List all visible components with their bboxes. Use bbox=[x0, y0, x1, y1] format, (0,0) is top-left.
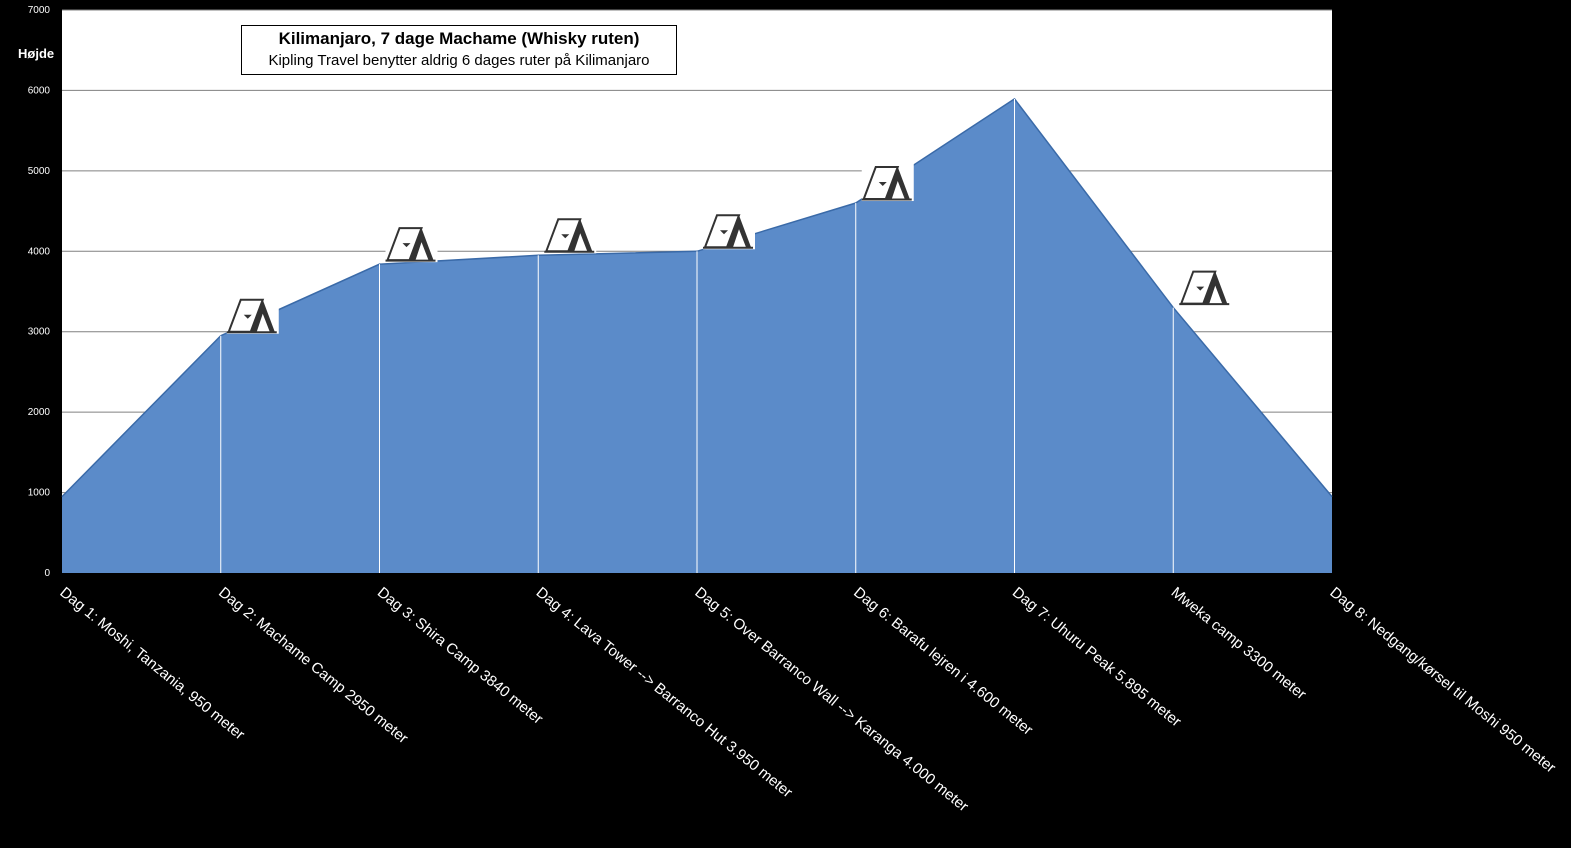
tent-icon bbox=[861, 163, 914, 202]
y-axis-ticks: 0 1000 2000 3000 4000 5000 6000 7000 bbox=[28, 5, 51, 579]
tent-icon bbox=[1179, 267, 1232, 306]
y-tick-label: 7000 bbox=[28, 5, 51, 16]
y-axis-label: Højde bbox=[18, 46, 54, 61]
y-tick-label: 5000 bbox=[28, 166, 51, 177]
tent-icon bbox=[544, 215, 597, 254]
y-tick-label: 4000 bbox=[28, 246, 51, 257]
y-tick-label: 2000 bbox=[28, 407, 51, 418]
area-series bbox=[61, 97, 1333, 574]
tent-markers bbox=[226, 163, 1232, 334]
x-category-label: Dag 7: Uhuru Peak 5.895 meter bbox=[1009, 584, 1184, 730]
tent-icon bbox=[703, 211, 755, 250]
chart-title-box: Kilimanjaro, 7 dage Machame (Whisky rute… bbox=[241, 25, 677, 75]
y-tick-label: 0 bbox=[44, 568, 50, 579]
x-category-label: Dag 1: Moshi, Tanzania, 950 meter bbox=[56, 584, 247, 743]
x-category-label: Dag 5: Over Barranco Wall --> Karanga 4.… bbox=[691, 584, 971, 815]
x-category-label: Dag 3: Shira Camp 3840 meter bbox=[374, 584, 546, 728]
x-category-label: Mweka camp 3300 meter bbox=[1168, 584, 1310, 703]
y-tick-label: 3000 bbox=[28, 327, 51, 338]
x-category-label: Dag 6: Barafu lejren i 4.600 meter bbox=[850, 584, 1036, 739]
tent-icon bbox=[385, 224, 438, 263]
y-tick-label: 6000 bbox=[28, 85, 51, 96]
x-category-label: Dag 4: Lava Tower --> Barranco Hut 3.950… bbox=[533, 584, 796, 801]
x-category-label: Dag 8: Nedgang/kørsel til Moshi 950 mete… bbox=[1326, 584, 1558, 777]
tent-icon bbox=[226, 295, 279, 334]
x-category-label: Dag 2: Machame Camp 2950 meter bbox=[215, 584, 411, 747]
chart-title: Kilimanjaro, 7 dage Machame (Whisky rute… bbox=[278, 29, 640, 48]
y-tick-label: 1000 bbox=[28, 488, 51, 499]
chart-subtitle: Kipling Travel benytter aldrig 6 dages r… bbox=[268, 52, 650, 69]
